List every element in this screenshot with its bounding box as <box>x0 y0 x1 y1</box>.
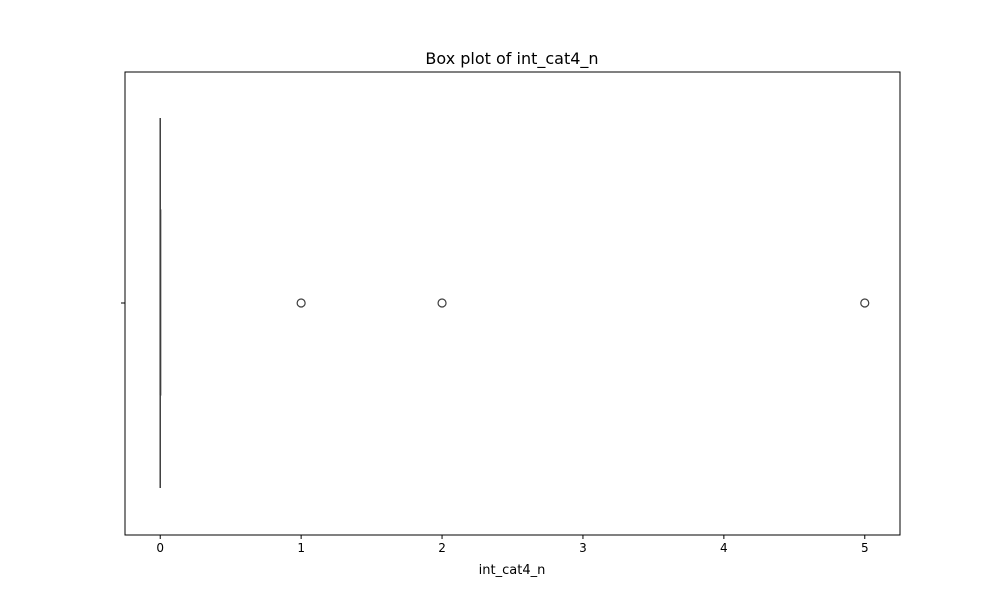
x-tick-label: 5 <box>861 541 869 555</box>
chart-title: Box plot of int_cat4_n <box>425 49 598 69</box>
x-tick-label: 3 <box>579 541 587 555</box>
x-tick-label: 0 <box>156 541 164 555</box>
x-axis-label: int_cat4_n <box>479 563 546 578</box>
x-tick-label: 1 <box>297 541 305 555</box>
x-tick-label: 4 <box>720 541 728 555</box>
box-plot <box>159 118 162 488</box>
plot-area-frame <box>124 71 901 536</box>
outlier-point <box>860 298 870 308</box>
outlier-point <box>296 298 306 308</box>
outlier-point <box>437 298 447 308</box>
outlier-points <box>296 298 870 308</box>
x-tick-label: 2 <box>438 541 446 555</box>
x-axis: 0 1 2 3 4 5 <box>156 535 869 555</box>
